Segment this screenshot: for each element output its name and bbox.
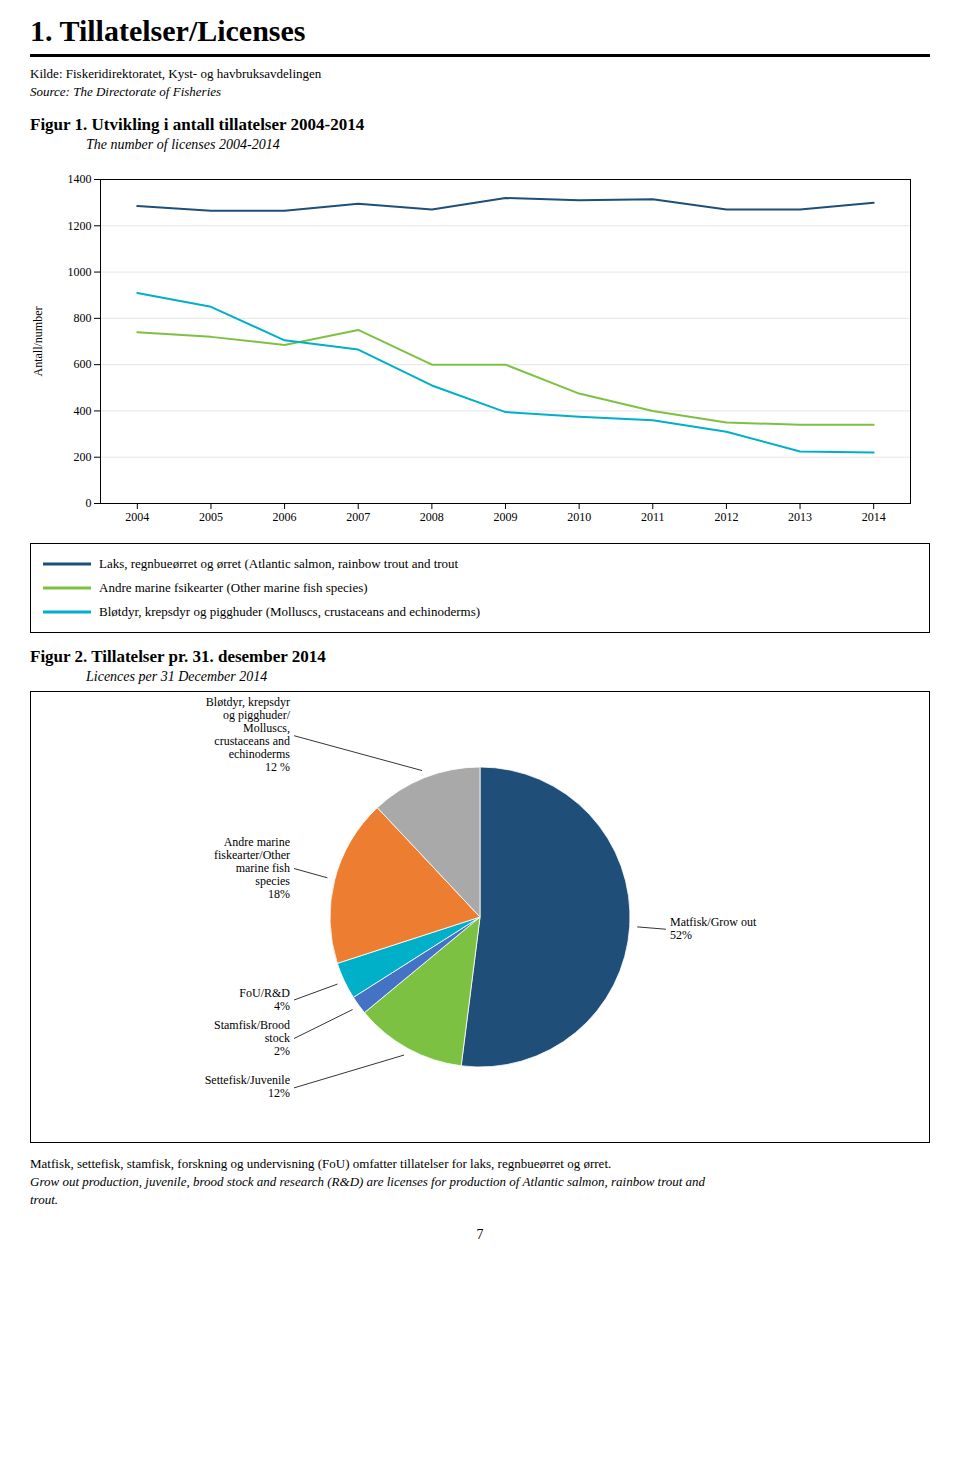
svg-text:0: 0 [86, 496, 92, 510]
html-text:Kilde: Fiskeridirektoratet, Ky: Kilde: Fiskeridirektoratet, Kyst- og hav… [30, 66, 322, 81]
svg-text:Bløtdyr, krepsdyrog pigghuder/: Bløtdyr, krepsdyrog pigghuder/Molluscs,c… [206, 695, 291, 774]
html-text:1. Tillatelser/Licenses: 1. Tillatelser/Licenses [30, 14, 306, 47]
html-text:Licences per 31 December 2014: Licences per 31 December 2014 [86, 669, 268, 684]
svg-text:Antall/number: Antall/number [31, 307, 45, 377]
svg-text:2007: 2007 [346, 510, 370, 524]
svg-text:400: 400 [74, 404, 92, 418]
svg-text:2014: 2014 [862, 510, 886, 524]
svg-text:2013: 2013 [788, 510, 812, 524]
svg-text:2004: 2004 [125, 510, 149, 524]
svg-text:600: 600 [74, 357, 92, 371]
html-text:Grow out production, juvenile,: Grow out production, juvenile, brood sto… [30, 1174, 706, 1189]
svg-text:Matfisk/Grow out52%: Matfisk/Grow out52% [670, 914, 757, 941]
html-text:Figur 2. Tillatelser pr. 31. d: Figur 2. Tillatelser pr. 31. desember 20… [30, 647, 326, 666]
svg-text:200: 200 [74, 450, 92, 464]
html-text:trout.: trout. [30, 1192, 59, 1207]
svg-text:2009: 2009 [494, 510, 518, 524]
svg-text:1000: 1000 [68, 265, 92, 279]
svg-text:2008: 2008 [420, 510, 444, 524]
html-text:Laks, regnbueørret og ørret (A: Laks, regnbueørret og ørret (Atlantic sa… [99, 556, 459, 571]
svg-text:Andre marinefiskearter/Otherma: Andre marinefiskearter/Othermarine fishs… [214, 834, 290, 900]
html-text:7: 7 [476, 1227, 484, 1242]
svg-text:2011: 2011 [641, 510, 665, 524]
svg-text:2005: 2005 [199, 510, 223, 524]
svg-text:2006: 2006 [273, 510, 297, 524]
svg-text:800: 800 [74, 311, 92, 325]
html-text:Bløtdyr, krepsdyr og pigghuder: Bløtdyr, krepsdyr og pigghuder (Molluscs… [99, 604, 481, 619]
html-text:Matfisk, settefisk, stamfisk,: Matfisk, settefisk, stamfisk, forskning … [30, 1156, 612, 1171]
svg-text:1200: 1200 [68, 219, 92, 233]
svg-text:FoU/R&D4%: FoU/R&D4% [239, 985, 290, 1012]
svg-text:2012: 2012 [714, 510, 738, 524]
html-text:Figur 1. Utvikling i antall ti: Figur 1. Utvikling i antall tillatelser … [30, 115, 365, 134]
html-text:The number of licenses 2004-20: The number of licenses 2004-2014 [86, 137, 280, 152]
svg-text:Settefisk/Juvenile12%: Settefisk/Juvenile12% [205, 1073, 290, 1100]
html-text:Andre marine fsikearter (Other: Andre marine fsikearter (Other marine fi… [99, 580, 368, 595]
html-text:Source: The Directorate of Fis: Source: The Directorate of Fisheries [30, 84, 222, 99]
svg-text:Stamfisk/Broodstock2%: Stamfisk/Broodstock2% [214, 1017, 290, 1057]
svg-text:1400: 1400 [68, 172, 92, 186]
svg-text:2010: 2010 [567, 510, 591, 524]
